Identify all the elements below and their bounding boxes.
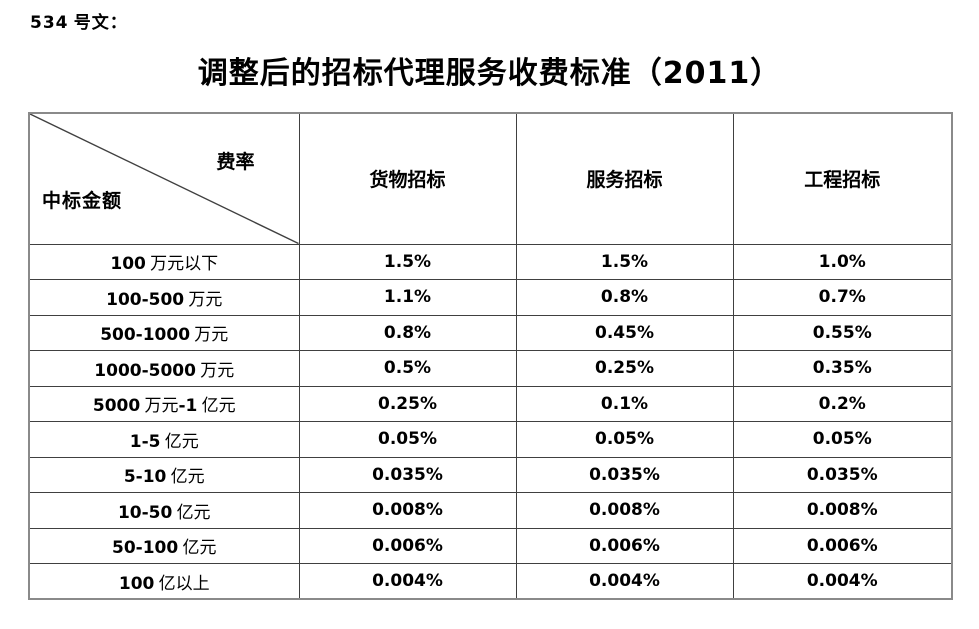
corner-label-rate: 费率 (216, 152, 255, 173)
rate-value: 0.004% (732, 563, 953, 600)
rate-value: 0.05% (298, 421, 517, 458)
rate-value: 0.035% (732, 456, 953, 493)
header-row: 费率 中标金额 货物招标 服务招标 工程招标 (28, 112, 953, 245)
rate-value: 1.5% (298, 243, 517, 280)
rate-value: 0.008% (732, 492, 953, 529)
rate-value: 1.5% (515, 243, 734, 280)
row-label-amount-range: 5-10 亿元 (28, 456, 300, 493)
col-header-goods-bidding: 货物招标 (298, 112, 517, 245)
col-header-service-bidding: 服务招标 (515, 112, 734, 245)
row-label-amount-range: 10-50 亿元 (28, 492, 300, 529)
rate-value: 0.35% (732, 350, 953, 387)
row-label-amount-range: 1000-5000 万元 (28, 350, 300, 387)
table-row: 5-10 亿元 0.035% 0.035% 0.035% (28, 456, 953, 493)
table-row: 10-50 亿元 0.008% 0.008% 0.008% (28, 492, 953, 529)
rate-value: 0.25% (298, 385, 517, 422)
row-label-amount-range: 500-1000 万元 (28, 314, 300, 351)
table-row: 100-500 万元 1.1% 0.8% 0.7% (28, 279, 953, 316)
rate-value: 0.45% (515, 314, 734, 351)
diagonal-line (30, 114, 299, 244)
row-label-amount-range: 100 亿以上 (28, 563, 300, 600)
rate-value: 0.5% (298, 350, 517, 387)
table-row: 5000 万元-1 亿元 0.25% 0.1% 0.2% (28, 385, 953, 422)
rate-value: 0.008% (298, 492, 517, 529)
doc-number: 534 号文： (30, 13, 128, 33)
row-label-amount-range: 1-5 亿元 (28, 421, 300, 458)
rate-value: 0.8% (298, 314, 517, 351)
table-row: 1-5 亿元 0.05% 0.05% 0.05% (28, 421, 953, 458)
rate-value: 0.006% (298, 527, 517, 564)
rate-value: 0.8% (515, 279, 734, 316)
table-row: 500-1000 万元 0.8% 0.45% 0.55% (28, 314, 953, 351)
row-label-amount-range: 5000 万元-1 亿元 (28, 385, 300, 422)
rate-value: 0.55% (732, 314, 953, 351)
fee-rate-table: 费率 中标金额 货物招标 服务招标 工程招标 100 万元以下 1.5% 1.5% 1… (28, 112, 953, 600)
page-title: 调整后的招标代理服务收费标准（2011） (197, 56, 782, 91)
rate-value: 0.05% (515, 421, 734, 458)
rate-value: 0.1% (515, 385, 734, 422)
col-header-engineering-bidding: 工程招标 (732, 112, 953, 245)
rate-value: 0.004% (298, 563, 517, 600)
rate-value: 0.008% (515, 492, 734, 529)
table-row: 1000-5000 万元 0.5% 0.25% 0.35% (28, 350, 953, 387)
rate-value: 0.006% (732, 527, 953, 564)
rate-value: 0.006% (515, 527, 734, 564)
rate-value: 0.7% (732, 279, 953, 316)
corner-header-cell: 费率 中标金额 (28, 112, 300, 245)
rate-value: 0.05% (732, 421, 953, 458)
table-row: 100 亿以上 0.004% 0.004% 0.004% (28, 563, 953, 600)
table-body: 100 万元以下 1.5% 1.5% 1.0% 100-500 万元 1.1% 0.8% 0.… (28, 243, 953, 600)
rate-value: 0.2% (732, 385, 953, 422)
rate-value: 0.035% (515, 456, 734, 493)
rate-value: 0.25% (515, 350, 734, 387)
rate-value: 0.035% (298, 456, 517, 493)
table-row: 100 万元以下 1.5% 1.5% 1.0% (28, 243, 953, 280)
corner-label-bid-amount: 中标金额 (42, 191, 123, 212)
row-label-amount-range: 50-100 亿元 (28, 527, 300, 564)
rate-value: 1.1% (298, 279, 517, 316)
row-label-amount-range: 100 万元以下 (28, 243, 300, 280)
row-label-amount-range: 100-500 万元 (28, 279, 300, 316)
rate-value: 1.0% (732, 243, 953, 280)
rate-value: 0.004% (515, 563, 734, 600)
table-row: 50-100 亿元 0.006% 0.006% 0.006% (28, 527, 953, 564)
